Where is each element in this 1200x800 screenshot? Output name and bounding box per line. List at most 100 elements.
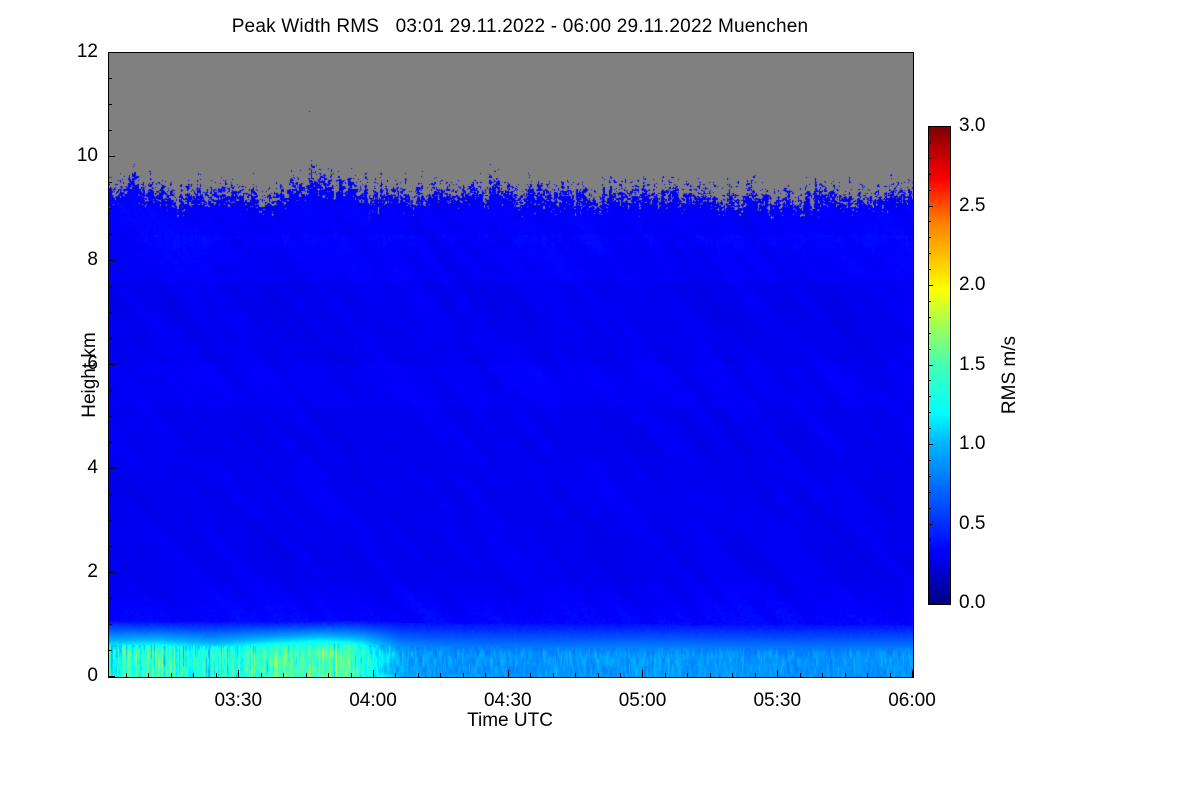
y-tick-label: 2 [87,561,98,582]
colorbar-tick [928,364,933,366]
colorbar-tick-minor [928,157,931,159]
colorbar-tick-minor [928,459,931,461]
plot-area[interactable] [108,52,914,678]
colorbar-tick-minor [928,300,931,302]
colorbar-tick-label: 2.5 [959,194,986,216]
x-tick-minor [575,673,577,677]
y-tick [108,156,115,157]
y-tick-minor [108,624,112,625]
x-tick-minor [440,673,442,677]
y-tick-minor [108,650,112,651]
colorbar-tick-minor [928,173,931,175]
x-tick-minor [215,673,217,677]
y-tick [108,260,115,261]
y-tick-label: 6 [87,353,98,374]
x-tick-minor [597,673,599,677]
colorbar-tick-label: 1.0 [959,433,986,454]
x-tick-minor [260,673,262,677]
colorbar-tick-minor [928,507,931,509]
y-tick-minor [108,338,112,339]
colorbar[interactable] [928,126,951,605]
x-tick [507,670,509,677]
colorbar-tick-minor [928,269,931,271]
colorbar-tick-minor [928,491,931,493]
colorbar-tick [928,523,933,525]
x-tick-minor [709,673,711,677]
colorbar-tick-minor [928,475,931,477]
y-tick-minor [108,442,112,443]
x-tick-minor [283,673,285,677]
colorbar-tick [928,285,933,286]
colorbar-tick-minor [928,189,931,191]
colorbar-tick-minor [928,141,931,143]
y-tick-label: 10 [76,145,98,166]
y-tick-minor [108,130,112,131]
y-tick-minor [108,182,112,183]
y-tick-minor [108,416,112,417]
x-tick-minor [754,673,756,677]
y-tick-minor [108,546,112,547]
heatmap-canvas[interactable] [109,53,913,677]
colorbar-tick-label: 0.0 [959,592,986,613]
y-tick-label: 4 [87,457,98,478]
y-tick-minor [108,208,112,209]
x-tick [912,670,913,677]
x-tick-minor [305,673,307,677]
colorbar-tick-label: 3.0 [959,115,986,136]
x-tick-minor [530,673,532,677]
colorbar-gradient [929,127,950,604]
page-title: Peak Width RMS 03:01 29.11.2022 - 06:00 … [231,16,809,37]
y-tick-minor [108,286,112,287]
x-tick-minor [664,673,666,677]
y-tick-minor [108,494,112,495]
x-tick [642,670,644,677]
x-tick-minor [170,673,172,677]
y-tick-minor [108,598,112,599]
colorbar-tick-minor [928,412,931,414]
colorbar-label: RMS m/s [999,335,1020,415]
x-tick-minor [822,673,824,677]
y-tick [108,468,115,469]
colorbar-tick-minor [928,428,931,430]
x-tick-minor [417,673,419,677]
colorbar-tick-minor [928,396,931,398]
colorbar-tick-label: 1.5 [959,353,986,375]
y-tick-label: 8 [87,249,98,270]
x-tick-label: 04:00 [349,690,397,711]
colorbar-tick-minor [928,237,931,239]
colorbar-tick [928,205,933,207]
colorbar-tick-minor [928,380,931,382]
y-tick-minor [108,520,112,521]
x-tick-minor [193,673,195,677]
y-tick-label: 0 [87,665,98,686]
x-tick-minor [125,673,127,677]
x-tick [372,670,374,677]
x-tick-minor [732,673,734,677]
y-tick [108,364,115,365]
colorbar-tick [928,126,933,127]
colorbar-tick-minor [928,571,931,573]
x-tick-minor [552,673,554,677]
x-tick-minor [867,673,869,677]
x-tick-label: 05:30 [753,690,802,711]
x-tick-label: 06:00 [888,690,936,711]
colorbar-tick-minor [928,221,931,223]
colorbar-tick-minor [928,555,931,557]
x-tick-minor [799,673,801,677]
y-axis-label: Height km [79,332,100,418]
y-tick [108,676,115,677]
x-tick-label: 04:30 [483,690,532,711]
y-tick-minor [108,78,112,79]
colorbar-tick [928,444,933,445]
y-tick-minor [108,234,112,235]
colorbar-tick-label: 2.0 [959,274,986,295]
x-tick-minor [395,673,397,677]
x-tick-minor [148,673,150,677]
colorbar-tick [928,603,933,604]
x-tick [238,670,240,677]
x-tick-minor [462,673,464,677]
x-tick-minor [350,673,352,677]
x-tick-minor [328,673,330,677]
x-tick-minor [687,673,689,677]
